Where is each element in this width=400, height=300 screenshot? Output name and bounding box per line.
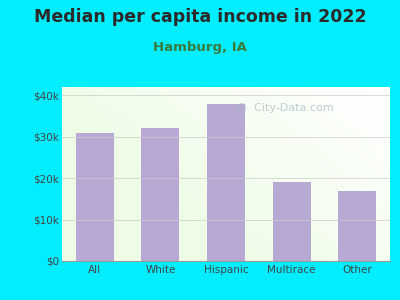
- Bar: [338, 190, 376, 261]
- Text: @  City-Data.com: @ City-Data.com: [236, 103, 334, 113]
- Text: Median per capita income in 2022: Median per capita income in 2022: [34, 8, 366, 26]
- Text: Hamburg, IA: Hamburg, IA: [153, 40, 247, 53]
- Bar: [141, 128, 180, 261]
- Bar: [76, 133, 114, 261]
- Bar: [272, 182, 311, 261]
- Bar: [207, 103, 245, 261]
